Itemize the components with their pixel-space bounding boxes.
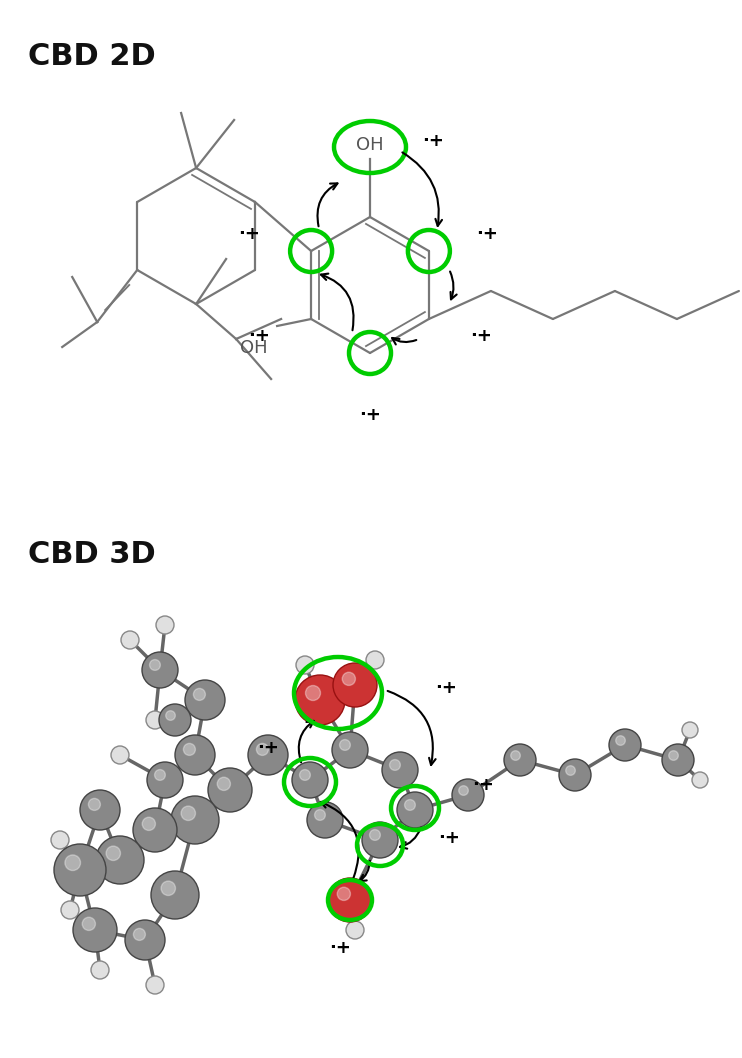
Circle shape bbox=[125, 920, 165, 960]
Text: ·+: ·+ bbox=[476, 225, 498, 243]
Circle shape bbox=[504, 744, 536, 776]
Circle shape bbox=[51, 831, 69, 849]
Circle shape bbox=[609, 729, 641, 761]
Circle shape bbox=[151, 871, 199, 919]
Circle shape bbox=[171, 796, 219, 844]
Circle shape bbox=[248, 735, 288, 776]
Circle shape bbox=[692, 772, 708, 788]
Circle shape bbox=[88, 799, 100, 810]
Circle shape bbox=[390, 760, 401, 770]
Circle shape bbox=[397, 792, 433, 828]
Circle shape bbox=[307, 802, 343, 838]
Circle shape bbox=[338, 888, 350, 900]
Circle shape bbox=[159, 704, 191, 736]
Circle shape bbox=[142, 817, 155, 831]
Circle shape bbox=[662, 744, 694, 776]
Circle shape bbox=[370, 829, 381, 840]
Circle shape bbox=[328, 878, 372, 922]
Circle shape bbox=[342, 672, 355, 686]
Text: ·+: ·+ bbox=[359, 406, 381, 424]
Circle shape bbox=[366, 651, 384, 669]
Circle shape bbox=[73, 908, 117, 952]
Circle shape bbox=[150, 659, 160, 671]
Circle shape bbox=[217, 778, 231, 790]
Circle shape bbox=[459, 786, 468, 796]
Circle shape bbox=[91, 961, 109, 979]
Circle shape bbox=[181, 806, 195, 821]
Circle shape bbox=[332, 732, 368, 768]
Circle shape bbox=[106, 846, 120, 860]
Circle shape bbox=[156, 616, 174, 634]
Circle shape bbox=[183, 744, 195, 755]
Circle shape bbox=[300, 769, 310, 781]
Circle shape bbox=[559, 759, 591, 791]
Circle shape bbox=[295, 675, 345, 725]
Circle shape bbox=[154, 769, 165, 781]
Circle shape bbox=[404, 800, 416, 810]
Circle shape bbox=[96, 836, 144, 884]
Text: OH: OH bbox=[240, 339, 268, 357]
Circle shape bbox=[194, 689, 206, 700]
Circle shape bbox=[333, 663, 377, 707]
Text: ·+: ·+ bbox=[329, 940, 351, 957]
Circle shape bbox=[292, 762, 328, 798]
Circle shape bbox=[362, 822, 398, 858]
Circle shape bbox=[133, 808, 177, 852]
Circle shape bbox=[185, 680, 225, 720]
Circle shape bbox=[146, 975, 164, 995]
Circle shape bbox=[146, 711, 164, 729]
Circle shape bbox=[682, 722, 698, 738]
Circle shape bbox=[306, 686, 321, 700]
Circle shape bbox=[142, 652, 178, 688]
Text: CBD 3D: CBD 3D bbox=[28, 540, 156, 569]
Text: ·+: ·+ bbox=[472, 776, 494, 794]
Circle shape bbox=[452, 779, 484, 811]
Circle shape bbox=[669, 751, 678, 761]
Text: ·+: ·+ bbox=[435, 679, 457, 697]
Circle shape bbox=[565, 766, 575, 776]
Circle shape bbox=[161, 881, 175, 895]
Circle shape bbox=[65, 855, 81, 871]
Circle shape bbox=[134, 929, 145, 941]
Circle shape bbox=[257, 744, 269, 755]
Text: ·+: ·+ bbox=[422, 132, 444, 150]
Circle shape bbox=[296, 656, 314, 674]
Text: ·+: ·+ bbox=[470, 327, 492, 345]
Circle shape bbox=[111, 746, 129, 764]
Text: ·+: ·+ bbox=[238, 225, 260, 243]
Circle shape bbox=[382, 752, 418, 788]
Circle shape bbox=[510, 751, 520, 761]
Circle shape bbox=[346, 922, 364, 940]
Circle shape bbox=[340, 740, 350, 750]
Circle shape bbox=[80, 790, 120, 829]
Circle shape bbox=[616, 735, 626, 745]
Circle shape bbox=[315, 809, 325, 820]
Circle shape bbox=[82, 917, 96, 930]
Circle shape bbox=[61, 901, 79, 919]
Circle shape bbox=[147, 762, 183, 798]
Circle shape bbox=[175, 735, 215, 776]
Text: CBD 2D: CBD 2D bbox=[28, 42, 156, 71]
Text: ·+: ·+ bbox=[257, 738, 279, 758]
Text: ·+: ·+ bbox=[248, 327, 270, 345]
Circle shape bbox=[165, 711, 175, 720]
Circle shape bbox=[121, 631, 139, 649]
Circle shape bbox=[208, 768, 252, 811]
Text: OH: OH bbox=[356, 136, 384, 154]
Circle shape bbox=[54, 844, 106, 896]
Text: ·+: ·+ bbox=[438, 829, 460, 847]
